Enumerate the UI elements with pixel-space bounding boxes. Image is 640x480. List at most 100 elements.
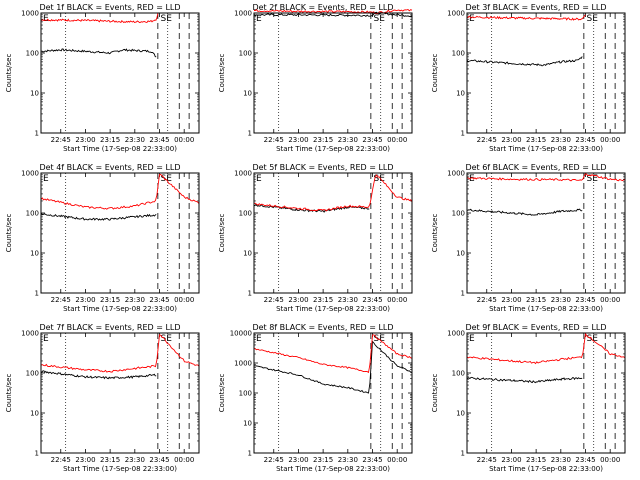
x-tick-label: 00:00 [387, 456, 407, 464]
x-tick-label: 23:00 [75, 296, 95, 304]
series-line-lld [40, 13, 159, 24]
series-line-events [253, 11, 413, 17]
y-tick-label: 10 [456, 250, 465, 258]
panel-3: Det 3f BLACK = Events, RED = LLD Counts/s… [431, 3, 626, 153]
x-tick-label: 23:15 [313, 456, 333, 464]
y-tick-label: 10 [456, 90, 465, 98]
x-tick-label: 23:00 [501, 456, 521, 464]
y-tick-label: 1 [35, 290, 39, 298]
y-axis-label: Counts/sec [431, 54, 439, 93]
x-tick-label: 22:45 [264, 136, 284, 144]
series-line-events [254, 340, 413, 394]
x-tick-label: 23:15 [100, 136, 120, 144]
x-tick-label: 22:45 [477, 456, 497, 464]
y-tick-label: 10 [30, 90, 39, 98]
annotation-label: E [469, 14, 475, 24]
y-axis-label: Counts/sec [5, 214, 13, 253]
y-tick-label: 100 [452, 50, 465, 58]
x-axis-label: Start Time (17-Sep-08 22:33:00) [63, 305, 177, 313]
x-tick-label: 23:00 [288, 296, 308, 304]
x-tick-label: 23:45 [575, 296, 595, 304]
annotation-label: E [469, 334, 475, 344]
x-tick-label: 23:45 [362, 296, 382, 304]
panel-1: Det 1f BLACK = Events, RED = LLD Counts/s… [5, 3, 200, 153]
panel-title: Det 7f BLACK = Events, RED = LLD [39, 323, 180, 332]
y-tick-label: 100 [452, 210, 465, 218]
x-tick-label: 00:00 [600, 456, 620, 464]
y-tick-label: 1000 [21, 10, 39, 18]
x-tick-label: 23:15 [100, 296, 120, 304]
plot-frame [253, 12, 413, 134]
plot-frame [253, 332, 413, 454]
y-tick-label: 1000 [234, 360, 252, 368]
panel-title: Det 4f BLACK = Events, RED = LLD [39, 163, 180, 172]
x-tick-label: 23:30 [338, 136, 358, 144]
series-line-events [40, 48, 157, 58]
series-line-lld [40, 173, 200, 210]
x-tick-label: 23:15 [313, 136, 333, 144]
annotation-label: SE [161, 14, 173, 24]
x-axis-label: Start Time (17-Sep-08 22:33:00) [63, 145, 177, 153]
x-tick-label: 23:45 [575, 456, 595, 464]
y-tick-label: 10000 [230, 330, 252, 338]
panel-6: Det 6f BLACK = Events, RED = LLD Counts/s… [431, 163, 626, 313]
annotation-label: SE [374, 174, 386, 184]
annotation-label: SE [374, 14, 386, 24]
y-axis-label: Counts/sec [218, 374, 226, 413]
x-tick-label: 23:15 [526, 296, 546, 304]
x-axis-label: Start Time (17-Sep-08 22:33:00) [276, 465, 390, 473]
series-line-events [40, 370, 157, 380]
y-tick-label: 10 [30, 250, 39, 258]
x-tick-label: 23:45 [362, 456, 382, 464]
annotation-label: SE [587, 174, 599, 184]
annotation-label: SE [161, 174, 173, 184]
x-tick-label: 22:45 [264, 456, 284, 464]
x-tick-label: 23:30 [125, 136, 145, 144]
x-tick-label: 22:45 [264, 296, 284, 304]
y-axis-label: Counts/sec [218, 214, 226, 253]
x-tick-label: 22:45 [51, 296, 71, 304]
y-tick-label: 100 [239, 390, 252, 398]
plot-frame [253, 172, 413, 294]
y-tick-label: 1 [248, 290, 252, 298]
plot-frame [466, 332, 626, 454]
x-tick-label: 23:00 [501, 296, 521, 304]
y-tick-label: 10 [243, 90, 252, 98]
y-axis-label: Counts/sec [431, 214, 439, 253]
y-tick-label: 100 [239, 50, 252, 58]
x-axis-label: Start Time (17-Sep-08 22:33:00) [489, 305, 603, 313]
y-axis-label: Counts/sec [5, 54, 13, 93]
panel-9: Det 9f BLACK = Events, RED = LLD Counts/s… [431, 323, 626, 473]
y-axis-label: Counts/sec [5, 374, 13, 413]
panel-title: Det 8f BLACK = Events, RED = LLD [252, 323, 393, 332]
y-tick-label: 1000 [447, 10, 465, 18]
x-tick-label: 23:30 [338, 296, 358, 304]
panel-title: Det 5f BLACK = Events, RED = LLD [252, 163, 393, 172]
y-tick-label: 1 [461, 450, 465, 458]
x-tick-label: 00:00 [387, 296, 407, 304]
x-axis-label: Start Time (17-Sep-08 22:33:00) [489, 145, 603, 153]
x-tick-label: 23:15 [526, 456, 546, 464]
x-tick-label: 00:00 [387, 136, 407, 144]
x-tick-label: 22:45 [51, 136, 71, 144]
annotation-label: E [469, 174, 475, 184]
x-tick-label: 23:30 [551, 456, 571, 464]
series-line-lld [253, 174, 413, 212]
x-axis-label: Start Time (17-Sep-08 22:33:00) [276, 305, 390, 313]
series-line-events [40, 213, 157, 221]
panel-title: Det 6f BLACK = Events, RED = LLD [465, 163, 606, 172]
y-axis-label: Counts/sec [218, 54, 226, 93]
x-tick-label: 00:00 [174, 136, 194, 144]
y-tick-label: 1 [35, 450, 39, 458]
annotation-label: SE [587, 14, 599, 24]
y-tick-label: 10 [243, 420, 252, 428]
x-tick-label: 23:45 [149, 136, 169, 144]
y-tick-label: 100 [26, 210, 39, 218]
panel-title: Det 9f BLACK = Events, RED = LLD [465, 323, 606, 332]
panel-4: Det 4f BLACK = Events, RED = LLD Counts/s… [5, 163, 200, 313]
annotation-label: SE [161, 334, 173, 344]
y-tick-label: 1 [248, 130, 252, 138]
plot-frame [466, 12, 626, 134]
x-tick-label: 23:00 [288, 136, 308, 144]
plot-frame [40, 172, 200, 294]
